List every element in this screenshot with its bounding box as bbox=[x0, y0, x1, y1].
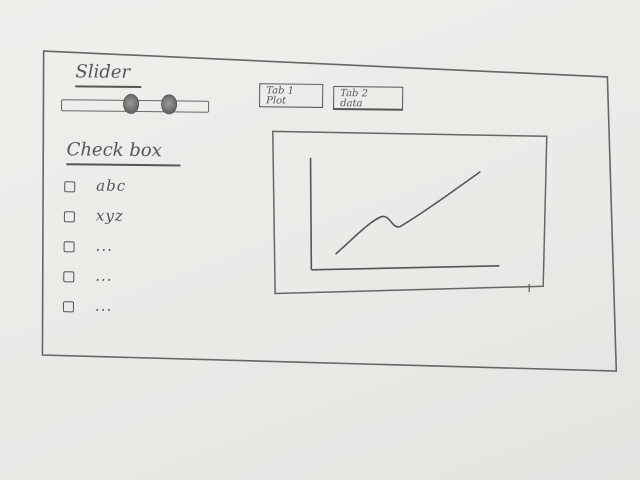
slider-handle-low[interactable] bbox=[122, 93, 139, 115]
slider-title: Slider bbox=[75, 61, 131, 83]
tab-plot[interactable]: Tab 1 Plot bbox=[259, 83, 324, 108]
tab-data[interactable]: Tab 2 data bbox=[333, 86, 404, 111]
plot-curve bbox=[335, 170, 481, 255]
y-axis-line bbox=[309, 157, 313, 270]
plot-panel bbox=[272, 130, 548, 295]
plot-panel-border bbox=[272, 130, 548, 295]
checkbox-label: xyz bbox=[95, 206, 124, 225]
checkbox-label: abc bbox=[96, 176, 127, 195]
checkbox-group-title: Check box bbox=[66, 139, 162, 162]
slider-handle-high[interactable] bbox=[160, 94, 177, 115]
checkbox[interactable] bbox=[63, 211, 75, 223]
window-border bbox=[41, 50, 618, 372]
checkbox[interactable] bbox=[62, 301, 75, 313]
checkbox-label: ... bbox=[94, 296, 113, 315]
app-window: Slider Check box abc xyz ... ... ... Tab… bbox=[38, 47, 618, 372]
checkbox-label: ... bbox=[95, 236, 114, 255]
checkbox[interactable] bbox=[64, 181, 76, 193]
checkbox-label: ... bbox=[95, 266, 113, 285]
checkbox[interactable] bbox=[63, 241, 75, 253]
tab-data-line2: data bbox=[340, 98, 363, 110]
x-axis-line bbox=[311, 264, 500, 271]
tab-plot-line2: Plot bbox=[266, 95, 287, 107]
checkbox[interactable] bbox=[63, 271, 75, 283]
